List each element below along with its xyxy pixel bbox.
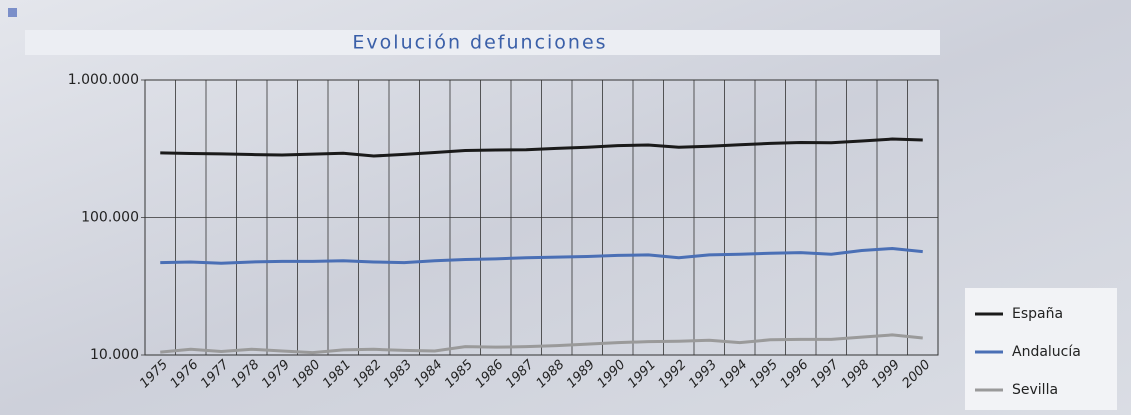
legend-label: Andalucía [1012, 344, 1081, 360]
y-tick-label: 10.000 [90, 347, 139, 363]
y-tick-label: 100.000 [81, 210, 139, 226]
background [0, 0, 1131, 415]
chart-title: Evolución defunciones [352, 32, 607, 54]
corner-marker [8, 8, 17, 17]
legend-label: Sevilla [1012, 382, 1058, 398]
legend-label: España [1012, 306, 1063, 322]
y-tick-label: 1.000.000 [68, 72, 139, 88]
chart: Evolución defunciones 10.000 100.000 1.000… [0, 0, 1131, 415]
